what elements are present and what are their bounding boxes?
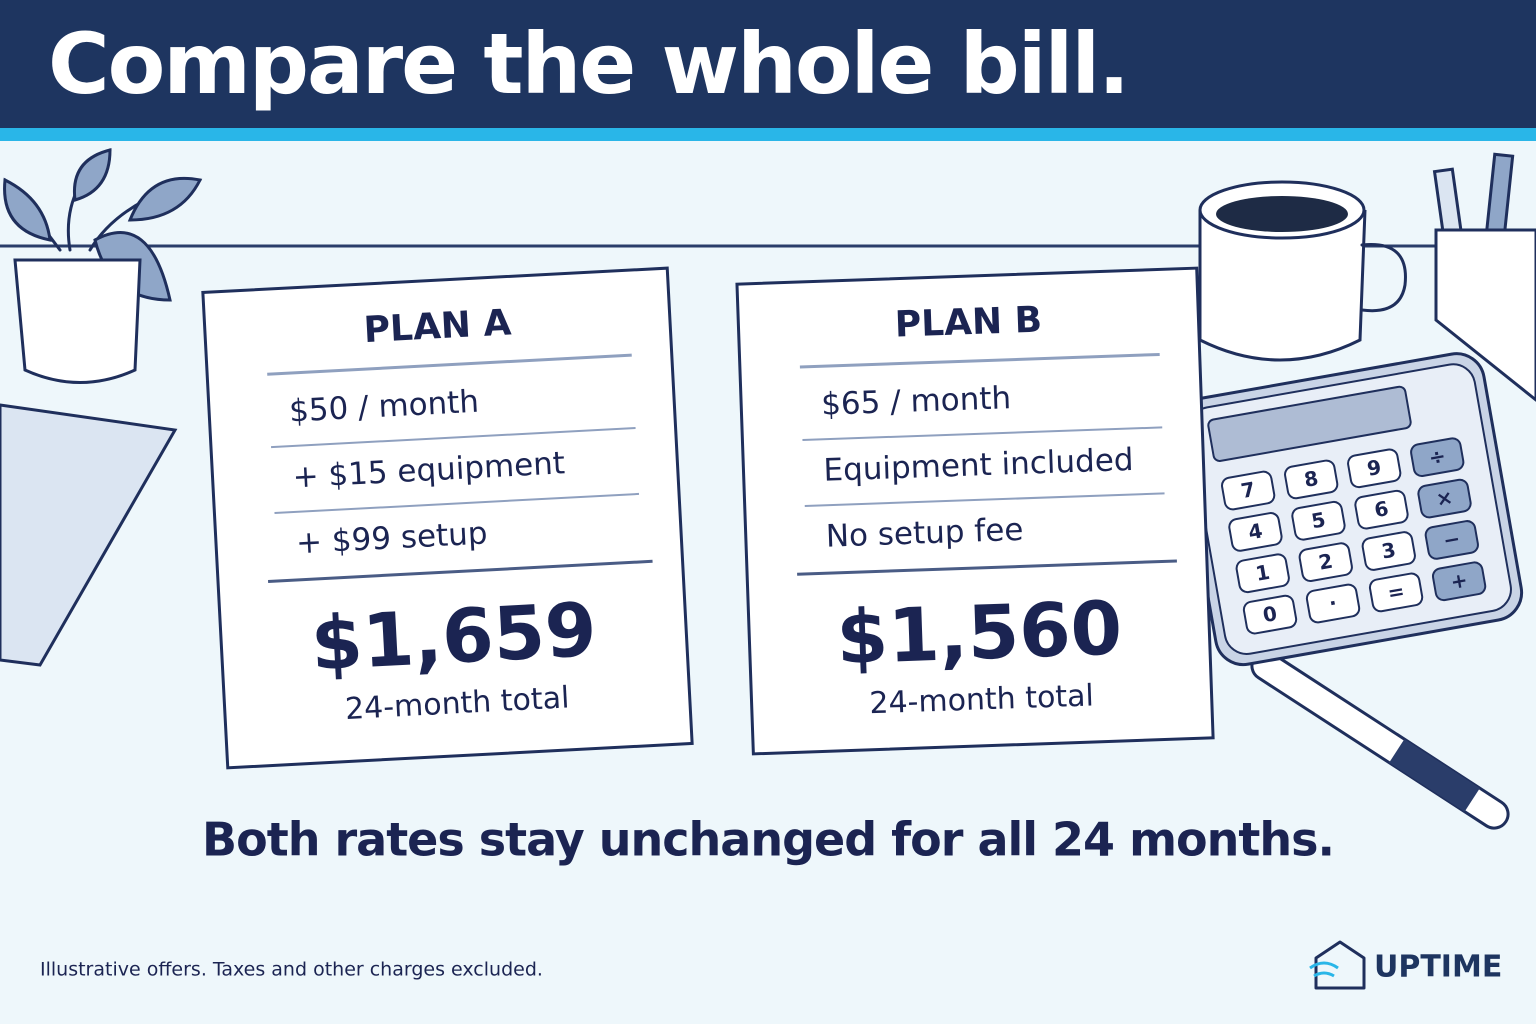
calculator-key: [1410, 437, 1465, 478]
calculator-key: [1347, 448, 1402, 489]
calculator-key-label: 3: [1380, 538, 1398, 564]
calculator-key: [1305, 583, 1361, 624]
calculator-key-label: =: [1386, 579, 1407, 606]
calculator-key-label: 0: [1261, 601, 1279, 627]
plan-card: PLAN A$50 / month+ $15 equipment+ $99 se…: [201, 266, 694, 770]
header-stripe: [0, 128, 1536, 141]
calculator-key-label: ×: [1434, 485, 1455, 512]
calculator: 7 8 9 ÷ 4 5 6 × 1 2 3 − 0 · = +: [1176, 352, 1524, 667]
plan-total: $1,659: [309, 587, 599, 688]
plan-line: $65 / month: [821, 380, 1012, 423]
tagline: Both rates stay unchanged for all 24 mon…: [202, 813, 1334, 867]
calculator-key: [1298, 542, 1353, 582]
brand-logo: [1309, 940, 1366, 990]
divider: [267, 559, 653, 583]
calculator-key-label: −: [1441, 526, 1462, 553]
plan-total-label: 24-month total: [869, 678, 1095, 721]
divider: [274, 492, 640, 515]
calculator-key-label: 9: [1365, 455, 1383, 481]
calculator-key-label: 8: [1302, 466, 1320, 492]
calculator-key: [1354, 489, 1409, 530]
header-band: [0, 0, 1536, 128]
calculator-key: [1431, 561, 1487, 602]
plan-line: No setup fee: [825, 512, 1024, 555]
divider: [799, 352, 1160, 369]
divider: [267, 353, 632, 376]
calculator-key: [1228, 512, 1283, 552]
calculator-key: [1284, 459, 1339, 500]
calculator-key: [1235, 553, 1290, 594]
divider: [802, 426, 1163, 441]
calculator-key-label: 1: [1254, 560, 1272, 586]
paper: [201, 266, 694, 770]
calculator-key: [1417, 478, 1472, 519]
calculator-key-label: 5: [1309, 507, 1327, 533]
mug: [1198, 180, 1407, 362]
calculator-key: [1291, 500, 1346, 541]
brand: UPTIME: [1374, 950, 1502, 985]
calculator-key-label: +: [1449, 568, 1470, 595]
plant: [3, 148, 203, 384]
title: Compare the whole bill.: [48, 15, 1128, 113]
calculator-key-label: ÷: [1427, 443, 1448, 470]
notebook: [0, 403, 178, 667]
paper: [735, 266, 1215, 756]
calculator-key-label: 6: [1372, 496, 1390, 522]
plan-total: $1,560: [835, 585, 1123, 681]
calculator-key-label: ·: [1327, 591, 1339, 616]
calculator-key: [1242, 594, 1298, 635]
footnote: Illustrative offers. Taxes and other cha…: [40, 959, 543, 981]
pencil-cup: [1432, 152, 1536, 402]
plan-name: PLAN B: [894, 300, 1043, 346]
calculator-key-label: 4: [1246, 518, 1264, 544]
divider: [270, 427, 636, 449]
calculator-key: [1361, 531, 1416, 571]
calculator-key-label: 7: [1239, 477, 1257, 503]
calculator-key: [1424, 520, 1479, 560]
calculator-key: [1221, 470, 1276, 511]
plan-name: PLAN A: [363, 302, 513, 351]
calculator-key: [1368, 572, 1424, 613]
divider: [804, 492, 1165, 507]
divider: [797, 559, 1177, 576]
calculator-key-label: 2: [1317, 549, 1335, 575]
